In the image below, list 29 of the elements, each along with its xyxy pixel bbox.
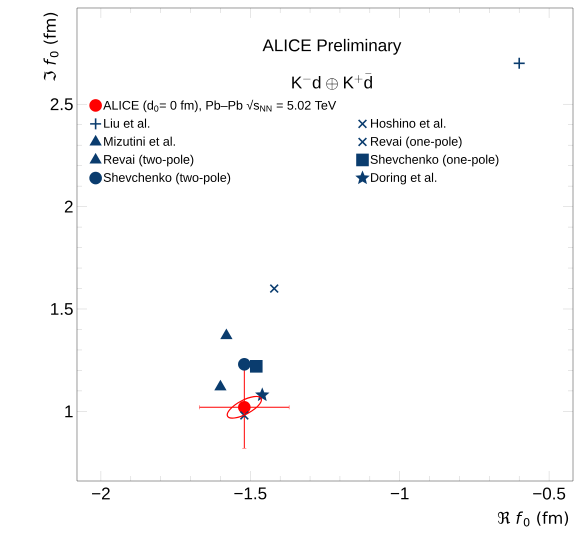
x-axis-title: ℜ f$_{0}$ (fm) <box>498 512 568 526</box>
annotation: ALICE Preliminary <box>262 38 402 55</box>
x-tick-label: −0.5 <box>533 488 566 500</box>
legend-label: Doring et al. <box>371 172 436 184</box>
legend-label: ALICE (d$_{0}$= 0 fm), Pb–Pb √s$_{NN}$ = 5.02 TeV <box>103 100 336 112</box>
point <box>512 56 526 70</box>
point <box>240 410 250 420</box>
y-tick-label: 1 <box>65 406 73 418</box>
legend-label: Shevchenko (two-pole) <box>104 172 230 184</box>
legend-label: Revai (one-pole) <box>371 136 462 148</box>
legend-label: Mizutini et al. <box>104 136 175 146</box>
point <box>214 380 226 390</box>
legend-label: Hoshino et al. <box>371 118 446 128</box>
y-tick-label: 2 <box>64 200 73 213</box>
point <box>250 360 263 373</box>
x-tick-label: −1.5 <box>234 488 266 500</box>
point <box>270 284 279 294</box>
y-axis-title: ℑ f$_{0}$ (fm) <box>44 12 58 82</box>
y-tick-label: 1.5 <box>51 303 73 315</box>
annotation: $\mathrm{K}^{-}\mathrm{d} \oplus \mathrm{K}^{+}\bar{\mathrm{d}}$ <box>292 74 372 90</box>
x-tick-label: −1 <box>390 488 409 500</box>
legend-label: Shevchenko (one-pole) <box>370 154 498 166</box>
legend-label: Liu et al. <box>104 118 150 128</box>
point <box>220 329 232 340</box>
y-tick-label: 2.5 <box>50 98 73 110</box>
point <box>238 358 251 371</box>
x-tick-label: −2 <box>92 488 110 500</box>
point <box>256 388 268 400</box>
legend-label: Revai (two-pole) <box>104 154 194 166</box>
